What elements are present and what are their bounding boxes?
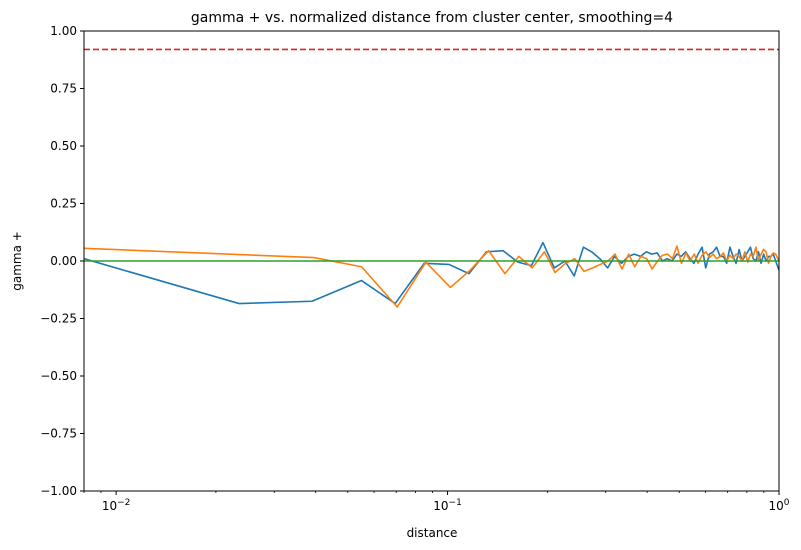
y-tick-label: 0.00 [50,254,77,268]
y-tick-label: 0.50 [50,139,77,153]
y-tick-label: −1.00 [40,484,77,498]
y-tick-label: −0.50 [40,369,77,383]
plot-contents [84,48,779,308]
y-tick-label: −0.75 [40,427,77,441]
y-tick-label: 0.75 [50,82,77,96]
y-tick-label: 1.00 [50,24,77,38]
x-tick-label: 10−2 [102,498,131,513]
y-axis-title: gamma + [10,231,24,291]
axes: −1.00 −0.75 −0.50 −0.25 0.00 0.25 0.50 0.75 1.00… [40,24,790,513]
y-tick-label: −0.25 [40,312,77,326]
y-tick-label: 0.25 [50,197,77,211]
plot-area [84,48,779,308]
chart-title: gamma + vs. normalized distance from clu… [191,10,673,26]
x-tick-label: 100 [768,498,789,513]
series-line-2 [84,245,779,308]
x-tick-label: 10−1 [433,498,462,513]
x-axis-title: distance [407,526,458,540]
